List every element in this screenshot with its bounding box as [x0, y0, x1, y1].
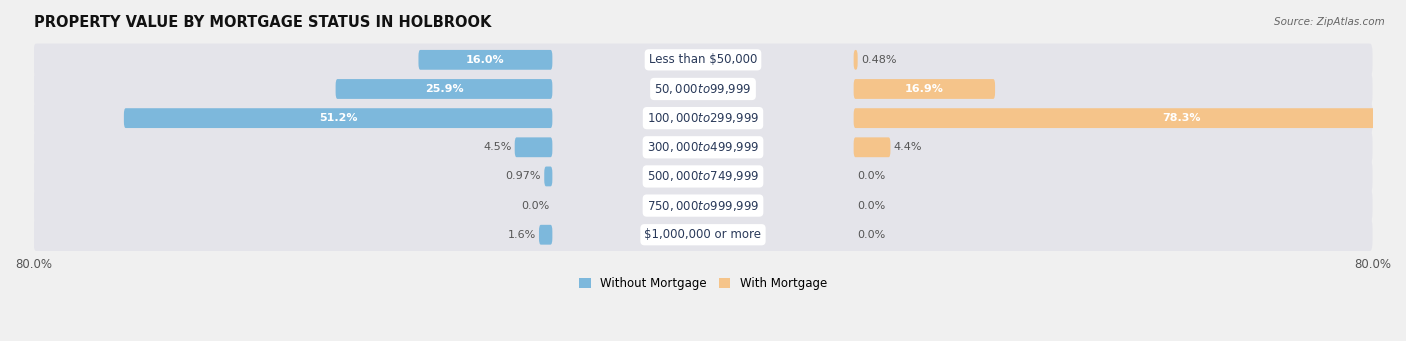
Text: Source: ZipAtlas.com: Source: ZipAtlas.com: [1274, 17, 1385, 27]
Text: $1,000,000 or more: $1,000,000 or more: [644, 228, 762, 241]
FancyBboxPatch shape: [544, 166, 553, 186]
FancyBboxPatch shape: [34, 219, 1372, 251]
FancyBboxPatch shape: [515, 137, 553, 157]
FancyBboxPatch shape: [853, 79, 995, 99]
Text: 16.0%: 16.0%: [467, 55, 505, 65]
FancyBboxPatch shape: [124, 108, 553, 128]
Text: 0.0%: 0.0%: [858, 230, 886, 240]
FancyBboxPatch shape: [34, 73, 1372, 105]
FancyBboxPatch shape: [336, 79, 553, 99]
Text: 78.3%: 78.3%: [1161, 113, 1201, 123]
FancyBboxPatch shape: [853, 50, 858, 70]
Text: PROPERTY VALUE BY MORTGAGE STATUS IN HOLBROOK: PROPERTY VALUE BY MORTGAGE STATUS IN HOL…: [34, 15, 491, 30]
Text: $100,000 to $299,999: $100,000 to $299,999: [647, 111, 759, 125]
Text: 0.0%: 0.0%: [858, 201, 886, 211]
Text: 0.0%: 0.0%: [858, 172, 886, 181]
Text: 4.5%: 4.5%: [484, 142, 512, 152]
FancyBboxPatch shape: [34, 160, 1372, 193]
FancyBboxPatch shape: [34, 131, 1372, 164]
FancyBboxPatch shape: [34, 102, 1372, 134]
Text: 51.2%: 51.2%: [319, 113, 357, 123]
FancyBboxPatch shape: [34, 44, 1372, 76]
Text: 0.97%: 0.97%: [505, 172, 541, 181]
FancyBboxPatch shape: [853, 137, 890, 157]
Legend: Without Mortgage, With Mortgage: Without Mortgage, With Mortgage: [574, 272, 832, 295]
FancyBboxPatch shape: [538, 225, 553, 244]
Text: $750,000 to $999,999: $750,000 to $999,999: [647, 198, 759, 212]
Text: 16.9%: 16.9%: [905, 84, 943, 94]
Text: 4.4%: 4.4%: [894, 142, 922, 152]
Text: $300,000 to $499,999: $300,000 to $499,999: [647, 140, 759, 154]
FancyBboxPatch shape: [34, 189, 1372, 222]
Text: 0.48%: 0.48%: [860, 55, 897, 65]
Text: $500,000 to $749,999: $500,000 to $749,999: [647, 169, 759, 183]
Text: $50,000 to $99,999: $50,000 to $99,999: [654, 82, 752, 96]
Text: 0.0%: 0.0%: [520, 201, 548, 211]
FancyBboxPatch shape: [853, 108, 1406, 128]
Text: 25.9%: 25.9%: [425, 84, 464, 94]
FancyBboxPatch shape: [419, 50, 553, 70]
Text: Less than $50,000: Less than $50,000: [648, 53, 758, 66]
Text: 1.6%: 1.6%: [508, 230, 536, 240]
